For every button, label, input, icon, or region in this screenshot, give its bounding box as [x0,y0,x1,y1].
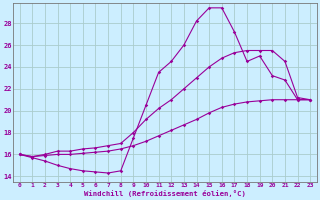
X-axis label: Windchill (Refroidissement éolien,°C): Windchill (Refroidissement éolien,°C) [84,190,246,197]
